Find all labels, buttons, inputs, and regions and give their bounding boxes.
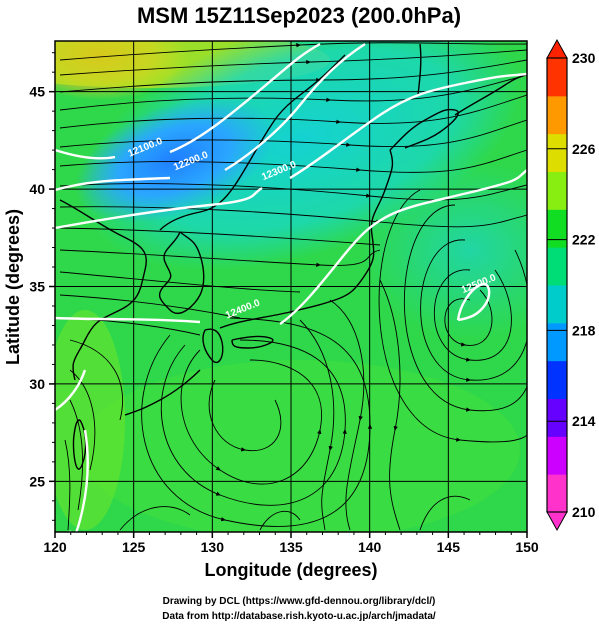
coast-hokkaido (389, 108, 459, 151)
coast-sakhalin (417, 43, 422, 96)
colorbar-tick-label: 214 (572, 413, 596, 429)
contour-12400-d (68, 429, 89, 532)
y-axis-ticks: 25 30 35 40 45 (29, 52, 55, 521)
colorbar: 210 214 218 222 226 230 (546, 38, 596, 532)
colorbar-swatch (547, 133, 567, 172)
x-tick-label: 130 (201, 539, 225, 555)
colorbar-tick-label: 230 (572, 50, 596, 66)
y-tick-label: 40 (29, 181, 45, 197)
colorbar-min-arrow (546, 511, 568, 532)
coast-honshu (219, 149, 394, 329)
footer-credit-data: Data from http://database.rish.kyoto-u.a… (162, 611, 436, 622)
contour-12200 (55, 176, 171, 192)
x-tick-label: 150 (515, 539, 539, 555)
contour-12300 (55, 186, 263, 230)
x-axis-label: Longitude (degrees) (204, 560, 377, 580)
green-region-south (80, 360, 520, 532)
contour-12300-b (289, 72, 527, 180)
coast-ryukyu (124, 369, 201, 416)
lat-lon-grid (55, 41, 527, 532)
height-contours (55, 42, 527, 532)
y-tick-label: 30 (29, 376, 45, 392)
coast-kyushu (202, 328, 224, 364)
colorbar-tick-label: 218 (572, 322, 596, 338)
contour-12100 (55, 148, 116, 160)
x-tick-label: 140 (358, 539, 382, 555)
contour-12200-b (224, 42, 366, 172)
figure-title: MSM 15Z11Sep2023 (200.0hPa) (137, 3, 461, 28)
colorbar-swatch (547, 322, 567, 362)
x-tick-label: 135 (279, 539, 303, 555)
x-axis-ticks: 120 125 130 135 140 145 150 (43, 532, 539, 555)
colorbar-swatch (547, 209, 567, 248)
x-tick-label: 145 (437, 539, 461, 555)
coast-china (59, 199, 147, 381)
y-tick-label: 25 (29, 473, 45, 489)
colorbar-swatch (547, 398, 567, 437)
coast-kuril (454, 73, 527, 116)
x-tick-label: 120 (43, 539, 67, 555)
streamlines (59, 42, 527, 531)
colorbar-swatch (547, 95, 567, 135)
colorbar-max-arrow (546, 38, 568, 59)
cyan-region-east (360, 160, 527, 340)
contour-12400-c (55, 369, 87, 411)
contour-12100-b (169, 42, 321, 154)
contour-12400 (55, 316, 201, 324)
contour-12400-b (279, 169, 527, 325)
colorbar-swatch (547, 58, 567, 97)
footer-credit-drawing: Drawing by DCL (https://www.gfd-dennou.o… (163, 596, 436, 607)
cold-region (74, 97, 276, 223)
colorbar-swatch (547, 436, 567, 475)
colorbar-swatch (547, 360, 567, 399)
colorbar-tick-label: 226 (572, 141, 596, 157)
y-axis-label: Latitude (degrees) (3, 209, 23, 365)
y-tick-label: 45 (29, 84, 45, 100)
coast-korea (158, 231, 205, 314)
colorbar-swatch (547, 285, 567, 324)
colorbar-tick-label: 210 (572, 504, 596, 520)
x-tick-label: 125 (122, 539, 146, 555)
colorbar-swatch (547, 171, 567, 210)
coast-shikoku (231, 335, 274, 349)
colorbar-swatch (547, 247, 567, 286)
colorbar-swatch (547, 474, 567, 513)
y-tick-label: 35 (29, 279, 45, 295)
contour-12500 (456, 282, 491, 322)
colorbar-tick-label: 222 (572, 232, 596, 248)
